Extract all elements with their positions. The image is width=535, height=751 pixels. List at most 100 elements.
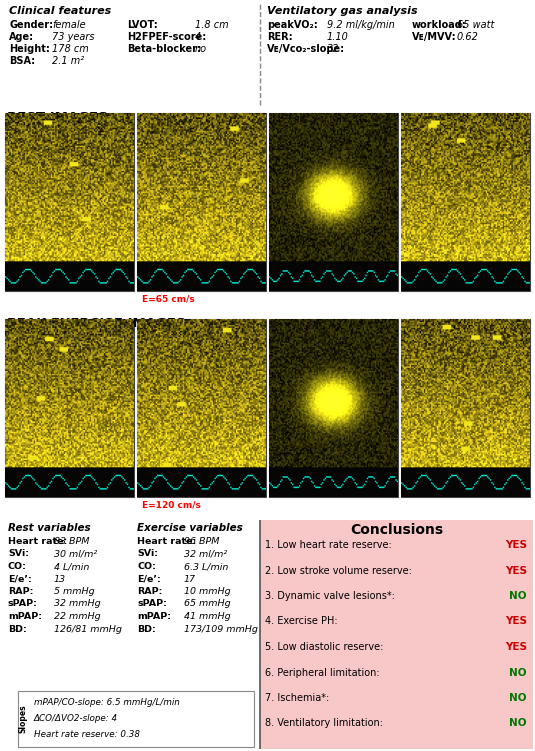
Text: Ventilatory gas analysis: Ventilatory gas analysis xyxy=(267,6,418,16)
Text: Heart rate:: Heart rate: xyxy=(137,537,196,546)
Bar xyxy=(137,319,266,497)
Text: RAP:: RAP: xyxy=(8,587,33,596)
Text: 6. Peripheral limitation:: 6. Peripheral limitation: xyxy=(265,668,380,677)
Text: Conclusions: Conclusions xyxy=(350,523,443,537)
Text: LVOT VTI= 36 cm: LVOT VTI= 36 cm xyxy=(406,473,492,482)
Text: 178 cm: 178 cm xyxy=(52,44,89,54)
Text: REST IMAGES: REST IMAGES xyxy=(7,111,108,124)
Text: mPAP/CO-slope: 6.5 mmHg/L/min: mPAP/CO-slope: 6.5 mmHg/L/min xyxy=(34,698,180,707)
Text: Heart rate:: Heart rate: xyxy=(8,537,67,546)
Text: 22 mmHg: 22 mmHg xyxy=(54,612,101,621)
Text: sPAP:: sPAP: xyxy=(8,599,38,608)
Text: Height:: Height: xyxy=(9,44,50,54)
Text: Clinical features: Clinical features xyxy=(9,6,111,16)
Text: 0.62: 0.62 xyxy=(457,32,479,42)
Text: 17: 17 xyxy=(184,575,196,584)
Text: 32: 32 xyxy=(327,44,340,54)
Text: NO: NO xyxy=(509,719,527,728)
Text: NO: NO xyxy=(509,591,527,601)
Text: H2FPEF-score:: H2FPEF-score: xyxy=(127,32,207,42)
Text: female: female xyxy=(52,20,86,30)
Text: 1.8 cm: 1.8 cm xyxy=(195,20,228,30)
Text: BSA:: BSA: xyxy=(9,56,35,66)
Bar xyxy=(5,113,134,291)
Text: LVOT VTI= 22 cm: LVOT VTI= 22 cm xyxy=(406,267,492,276)
Text: 30 ml/m²: 30 ml/m² xyxy=(54,550,97,559)
Text: Gender:: Gender: xyxy=(9,20,53,30)
Text: 83 BPM: 83 BPM xyxy=(54,537,89,546)
Text: Age:: Age: xyxy=(9,32,34,42)
Text: 6.3 L/min: 6.3 L/min xyxy=(184,562,228,571)
Text: Vᴇ/MVV:: Vᴇ/MVV: xyxy=(412,32,457,42)
Text: TRV= 3.7 m/s: TRV= 3.7 m/s xyxy=(274,473,342,482)
Text: mPAP:: mPAP: xyxy=(137,612,171,621)
Text: Rest variables: Rest variables xyxy=(8,523,90,533)
Bar xyxy=(401,319,530,497)
Text: 1. Low heart rate reserve:: 1. Low heart rate reserve: xyxy=(265,540,392,550)
Text: YES: YES xyxy=(505,617,527,626)
Bar xyxy=(5,319,134,497)
Text: E=120 cm/s: E=120 cm/s xyxy=(142,500,201,509)
Text: Heart rate reserve: 0.38: Heart rate reserve: 0.38 xyxy=(34,730,140,739)
FancyBboxPatch shape xyxy=(18,691,254,747)
Text: 3. Dynamic valve lesions*:: 3. Dynamic valve lesions*: xyxy=(265,591,395,601)
Text: PEAK EXERCISE IMAGES: PEAK EXERCISE IMAGES xyxy=(7,317,186,330)
Text: SVi:: SVi: xyxy=(8,550,29,559)
Bar xyxy=(401,113,530,291)
Text: CO:: CO: xyxy=(8,562,27,571)
Text: 4: 4 xyxy=(195,32,201,42)
Text: 2. Low stroke volume reserve:: 2. Low stroke volume reserve: xyxy=(265,566,412,575)
Text: LVOT:: LVOT: xyxy=(127,20,158,30)
Text: peakVO₂:: peakVO₂: xyxy=(267,20,318,30)
Text: 10 mmHg: 10 mmHg xyxy=(184,587,231,596)
Text: 73 years: 73 years xyxy=(52,32,95,42)
Text: 9.2 ml/kg/min: 9.2 ml/kg/min xyxy=(327,20,395,30)
Text: Beta-blocker:: Beta-blocker: xyxy=(127,44,201,54)
Text: 4 L/min: 4 L/min xyxy=(54,562,89,571)
Text: e’=5 cm/s: e’=5 cm/s xyxy=(10,267,60,276)
Text: NO: NO xyxy=(509,668,527,677)
Text: TRV= 2.3 m/s: TRV= 2.3 m/s xyxy=(274,267,342,276)
Text: 173/109 mmHg: 173/109 mmHg xyxy=(184,625,258,634)
Text: YES: YES xyxy=(505,642,527,652)
Text: 5 mmHg: 5 mmHg xyxy=(54,587,95,596)
Text: mPAP:: mPAP: xyxy=(8,612,42,621)
Text: 126/81 mmHg: 126/81 mmHg xyxy=(54,625,122,634)
Text: 7. Ischemia*:: 7. Ischemia*: xyxy=(265,693,329,703)
Text: 65 mmHg: 65 mmHg xyxy=(184,599,231,608)
Text: CO:: CO: xyxy=(137,562,156,571)
Text: E=65 cm/s: E=65 cm/s xyxy=(142,294,195,303)
Text: ΔCO/ΔVO2-slope: 4: ΔCO/ΔVO2-slope: 4 xyxy=(34,714,118,723)
Text: 2.1 m²: 2.1 m² xyxy=(52,56,84,66)
Text: sPAP:: sPAP: xyxy=(137,599,167,608)
Text: 32 ml/m²: 32 ml/m² xyxy=(184,550,227,559)
Text: 8. Ventilatory limitation:: 8. Ventilatory limitation: xyxy=(265,719,383,728)
Text: RAP:: RAP: xyxy=(137,587,163,596)
Text: 1.10: 1.10 xyxy=(327,32,349,42)
Text: YES: YES xyxy=(505,566,527,575)
Bar xyxy=(269,113,398,291)
Bar xyxy=(269,319,398,497)
Text: SVi:: SVi: xyxy=(137,550,158,559)
Bar xyxy=(260,520,533,749)
Text: 4. Exercise PH:: 4. Exercise PH: xyxy=(265,617,338,626)
Text: E/e’:: E/e’: xyxy=(8,575,32,584)
Text: Vᴇ/Vco₂-slope:: Vᴇ/Vco₂-slope: xyxy=(267,44,345,54)
Text: RER:: RER: xyxy=(267,32,293,42)
Text: YES: YES xyxy=(505,540,527,550)
Text: 41 mmHg: 41 mmHg xyxy=(184,612,231,621)
Text: 65 watt: 65 watt xyxy=(457,20,494,30)
Bar xyxy=(137,113,266,291)
Text: 13: 13 xyxy=(54,575,66,584)
Text: e’=7 cm/s: e’=7 cm/s xyxy=(10,473,60,482)
Text: Slopes: Slopes xyxy=(19,704,27,733)
Text: BD:: BD: xyxy=(137,625,156,634)
Text: Exercise variables: Exercise variables xyxy=(137,523,243,533)
Text: no: no xyxy=(195,44,207,54)
Text: 32 mmHg: 32 mmHg xyxy=(54,599,101,608)
Text: E/e’:: E/e’: xyxy=(137,575,160,584)
Text: 96 BPM: 96 BPM xyxy=(184,537,219,546)
Text: workload:: workload: xyxy=(412,20,467,30)
Text: BD:: BD: xyxy=(8,625,27,634)
Text: NO: NO xyxy=(509,693,527,703)
